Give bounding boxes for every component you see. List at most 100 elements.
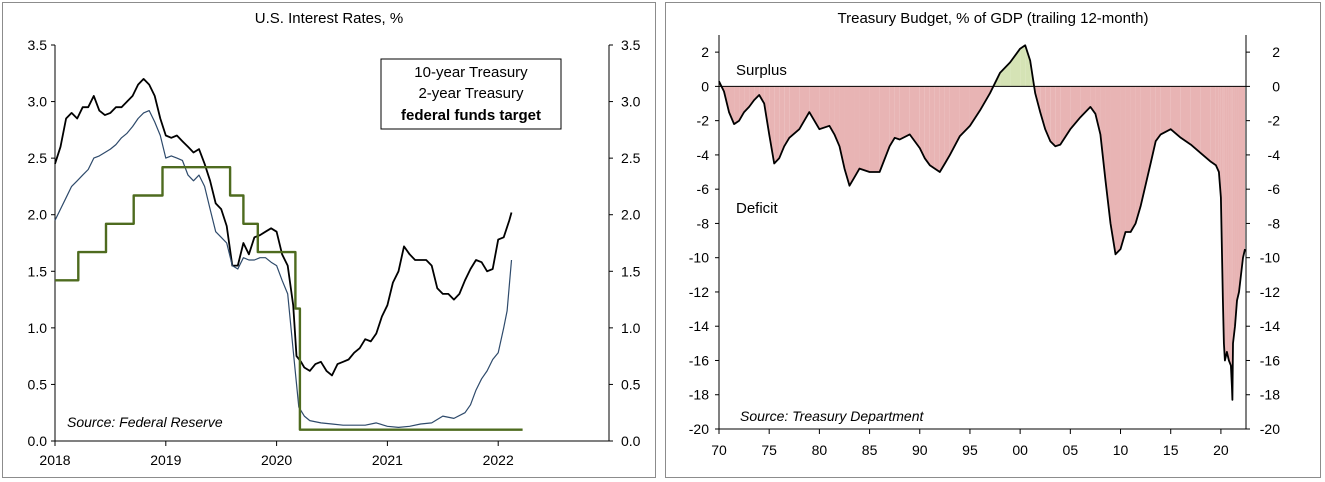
- y-tick-label-left: -8: [697, 215, 710, 231]
- deficit-area: [1070, 86, 1081, 130]
- x-tick-label: 95: [962, 442, 978, 458]
- y-tick-label-right: 1.0: [621, 320, 641, 336]
- deficit-area: [959, 86, 970, 137]
- deficit-area: [934, 86, 940, 173]
- deficit-area: [1218, 86, 1221, 198]
- deficit-area: [1040, 86, 1046, 130]
- y-tick-label-right: -14: [1260, 318, 1280, 334]
- y-tick-label-left: 0: [701, 78, 709, 94]
- deficit-area: [1230, 86, 1232, 387]
- series-2-year-treasury: [54, 109, 513, 428]
- legend-entry-fed-funds: federal funds target: [401, 107, 541, 124]
- deficit-area: [809, 86, 820, 130]
- y-tick-label-left: 2.5: [28, 150, 48, 166]
- deficit-area: [759, 86, 765, 104]
- surplus-area: [1025, 45, 1031, 87]
- surplus-area: [1010, 48, 1021, 87]
- y-tick-label-left: 1.5: [28, 263, 48, 279]
- y-tick-label-right: 2.0: [621, 207, 641, 223]
- series-10-year-treasury: [54, 78, 513, 377]
- deficit-area: [869, 86, 880, 173]
- deficit-area: [734, 86, 740, 125]
- treasury-budget-axes: 2 20 0-2 -2-4 -4-6 -6-8 -8-10 -10-12 -12-14 -14-1…: [689, 35, 1280, 458]
- deficit-area: [1100, 86, 1106, 181]
- y-tick-label-right: 2.5: [621, 150, 641, 166]
- deficit-area: [1228, 86, 1231, 366]
- interest-rates-axes: 0.0 0.0 0.5 0.5 1.0 1.0 1.5 1.5 2.0 2.0 2.5 2.5 3.0 3…: [28, 37, 641, 468]
- interest-rates-chart: U.S. Interest Rates, % 0.0 0.0 0.5 0.5 1.0 1.…: [28, 10, 641, 468]
- legend-box: [380, 58, 562, 130]
- deficit-area: [1160, 86, 1171, 135]
- deficit-area: [969, 86, 980, 126]
- deficit-area: [1180, 86, 1191, 145]
- deficit-area: [990, 86, 994, 94]
- treasury-budget-source: Source: Treasury Department: [740, 408, 924, 424]
- x-tick-label: 80: [812, 442, 828, 458]
- deficit-area: [1130, 86, 1136, 233]
- y-tick-label-left: 1.0: [28, 320, 48, 336]
- deficit-area: [939, 86, 945, 173]
- y-tick-label-left: 3.0: [28, 94, 48, 110]
- deficit-area: [1240, 86, 1243, 275]
- legend-entry-2-year: 2-year Treasury: [418, 85, 524, 102]
- deficit-area: [859, 86, 870, 173]
- deficit-area: [1242, 86, 1245, 258]
- deficit-area: [1155, 86, 1161, 142]
- x-tick-label: 2022: [483, 452, 514, 468]
- y-tick-label-right: 0.5: [621, 376, 641, 392]
- deficit-area: [949, 86, 960, 155]
- series-budget-balance: [718, 44, 1246, 401]
- x-tick-label: 85: [862, 442, 878, 458]
- deficit-area: [1232, 86, 1233, 400]
- deficit-area: [789, 86, 800, 138]
- deficit-area: [844, 86, 850, 186]
- y-tick-label-left: 2: [701, 44, 709, 60]
- y-tick-label-left: -12: [689, 284, 709, 300]
- x-tick-label: 2020: [261, 452, 292, 468]
- deficit-area: [799, 86, 810, 130]
- deficit-area: [924, 86, 930, 166]
- x-tick-label: 90: [912, 442, 928, 458]
- deficit-area: [909, 86, 920, 149]
- x-tick-label: 2019: [150, 452, 181, 468]
- y-tick-label-right: -6: [1268, 181, 1281, 197]
- y-tick-label-left: 0.0: [28, 433, 48, 449]
- treasury-budget-chart: Treasury Budget, % of GDP (trailing 12-m…: [689, 10, 1280, 458]
- y-tick-label-left: 3.5: [28, 37, 48, 53]
- deficit-area: [899, 86, 910, 140]
- deficit-area: [1215, 86, 1219, 173]
- x-tick-label: 15: [1163, 442, 1179, 458]
- y-tick-label-left: -18: [689, 387, 709, 403]
- interest-rates-series: [54, 78, 523, 431]
- deficit-area: [1115, 86, 1121, 255]
- deficit-area: [919, 86, 925, 159]
- deficit-area: [744, 86, 750, 113]
- deficit-area: [1050, 86, 1056, 147]
- deficit-area: [1200, 86, 1211, 162]
- deficit-area: [894, 86, 900, 140]
- deficit-area: [1110, 86, 1116, 255]
- deficit-area: [829, 86, 835, 135]
- y-tick-label-right: -4: [1268, 147, 1281, 163]
- y-tick-label-right: 0.0: [621, 433, 641, 449]
- treasury-budget-fills: [719, 45, 1245, 400]
- x-tick-label: 20: [1213, 442, 1229, 458]
- deficit-area: [889, 86, 895, 147]
- deficit-area: [784, 86, 790, 147]
- surplus-area: [1020, 45, 1026, 87]
- y-tick-label-right: -10: [1260, 250, 1280, 266]
- deficit-area: [1223, 86, 1225, 361]
- y-tick-label-left: -10: [689, 250, 709, 266]
- deficit-area: [1055, 86, 1061, 147]
- interest-rates-legend: 10-year Treasury 2-year Treasury federal…: [380, 58, 562, 130]
- deficit-area: [849, 86, 855, 186]
- deficit-area: [854, 86, 860, 178]
- x-tick-label: 00: [1012, 442, 1028, 458]
- interest-rates-chart-panel: U.S. Interest Rates, % 0.0 0.0 0.5 0.5 1.0 1.…: [2, 2, 656, 478]
- y-tick-label-right: 0: [1272, 78, 1280, 94]
- y-tick-label-right: -16: [1260, 352, 1280, 368]
- y-tick-label-right: 3.0: [621, 94, 641, 110]
- deficit-area: [929, 86, 935, 169]
- y-tick-label-right: -2: [1268, 113, 1281, 129]
- legend-entry-10-year: 10-year Treasury: [414, 64, 528, 81]
